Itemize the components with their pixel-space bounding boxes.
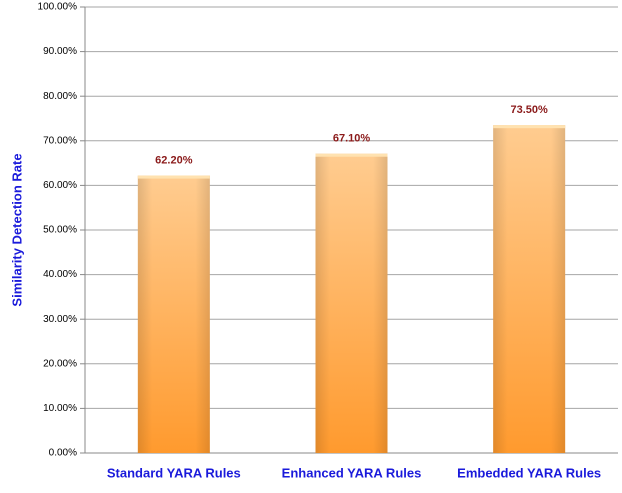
data-label: 62.20% — [155, 154, 193, 166]
x-tick-label: Enhanced YARA Rules — [282, 465, 422, 480]
bar-cap — [315, 153, 388, 157]
y-tick-label: 50.00% — [43, 225, 77, 236]
y-tick-label: 20.00% — [43, 358, 77, 369]
y-tick-label: 0.00% — [49, 448, 77, 459]
data-label: 67.10% — [333, 133, 371, 145]
y-tick-label: 40.00% — [43, 269, 77, 280]
x-tick-label: Embedded YARA Rules — [457, 465, 601, 480]
y-tick-label: 70.00% — [43, 135, 77, 146]
bar-shade — [137, 175, 210, 453]
y-tick-label: 60.00% — [43, 180, 77, 191]
y-tick-label: 100.00% — [38, 2, 78, 13]
bar-cap — [137, 175, 210, 179]
y-tick-label: 90.00% — [43, 46, 77, 57]
y-axis-label: Similarity Detection Rate — [9, 153, 24, 306]
y-tick-label: 80.00% — [43, 91, 77, 102]
y-tick-label: 30.00% — [43, 314, 77, 325]
y-tick-label: 10.00% — [43, 403, 77, 414]
x-tick-label: Standard YARA Rules — [107, 465, 241, 480]
data-label: 73.50% — [511, 104, 549, 116]
bar-cap — [493, 125, 566, 129]
bar-shade — [493, 125, 566, 453]
bar-shade — [315, 153, 388, 453]
